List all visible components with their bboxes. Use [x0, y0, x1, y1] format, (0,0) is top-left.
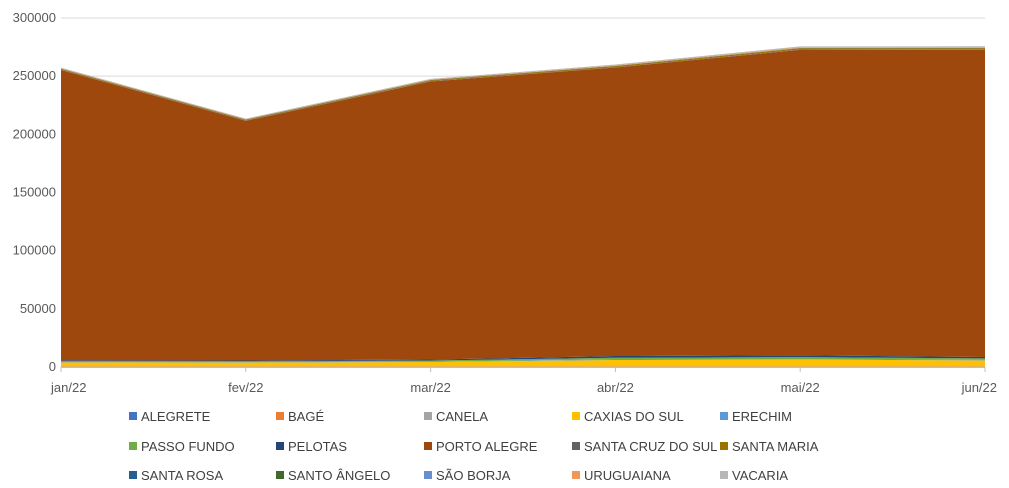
- legend-swatch: [129, 442, 137, 450]
- x-tick-label: mar/22: [410, 380, 450, 395]
- x-tick-label: jan/22: [50, 380, 86, 395]
- legend-swatch: [424, 442, 432, 450]
- legend-swatch: [129, 471, 137, 479]
- x-tick-label: abr/22: [597, 380, 634, 395]
- legend-label: SANTA ROSA: [141, 468, 223, 483]
- legend-swatch: [424, 412, 432, 420]
- legend-label: ERECHIM: [732, 409, 792, 424]
- y-tick-label: 150000: [13, 185, 56, 200]
- legend-label: SANTA CRUZ DO SUL: [584, 439, 717, 454]
- legend-swatch: [720, 442, 728, 450]
- legend-label: URUGUAIANA: [584, 468, 671, 483]
- legend-label: PORTO ALEGRE: [436, 439, 538, 454]
- legend-swatch: [572, 471, 580, 479]
- area-series-passo-fundo: [61, 357, 985, 363]
- legend-label: SANTO ÂNGELO: [288, 468, 390, 483]
- y-tick-label: 200000: [13, 126, 56, 141]
- area-series: [61, 46, 985, 367]
- legend-swatch: [424, 471, 432, 479]
- legend-label: CANELA: [436, 409, 488, 424]
- legend-label: ALEGRETE: [141, 409, 211, 424]
- area-series-pelotas: [61, 355, 985, 362]
- area-series-caxias-do-sul: [61, 359, 985, 367]
- axes: 0 50000 100000 150000 200000 250000 300000 jan/…: [13, 10, 997, 395]
- legend-label: PASSO FUNDO: [141, 439, 235, 454]
- legend-swatch: [720, 412, 728, 420]
- y-tick-label: 50000: [20, 301, 56, 316]
- legend-label: PELOTAS: [288, 439, 347, 454]
- legend-swatch: [720, 471, 728, 479]
- legend-label: BAGÉ: [288, 409, 324, 424]
- y-tick-label: 0: [49, 359, 56, 374]
- y-tick-label: 300000: [13, 10, 56, 25]
- legend-label: SÃO BORJA: [436, 468, 511, 483]
- legend-label: VACARIA: [732, 468, 788, 483]
- legend-swatch: [572, 412, 580, 420]
- x-tick-label: fev/22: [228, 380, 263, 395]
- y-tick-label: 250000: [13, 68, 56, 83]
- area-series-erechim: [61, 359, 985, 363]
- area-series-porto-alegre: [61, 49, 985, 361]
- legend-label: CAXIAS DO SUL: [584, 409, 684, 424]
- legend-swatch: [572, 442, 580, 450]
- x-tick-label: jun/22: [961, 380, 997, 395]
- legend-swatch: [276, 442, 284, 450]
- legend-swatch: [276, 412, 284, 420]
- legend-swatch: [129, 412, 137, 420]
- y-tick-label: 100000: [13, 243, 56, 258]
- legend: ALEGRETE BAGÉ CANELA CAXIAS DO SUL ERECHIM PA…: [129, 409, 819, 483]
- x-tick-label: mai/22: [781, 380, 820, 395]
- legend-swatch: [276, 471, 284, 479]
- legend-label: SANTA MARIA: [732, 439, 819, 454]
